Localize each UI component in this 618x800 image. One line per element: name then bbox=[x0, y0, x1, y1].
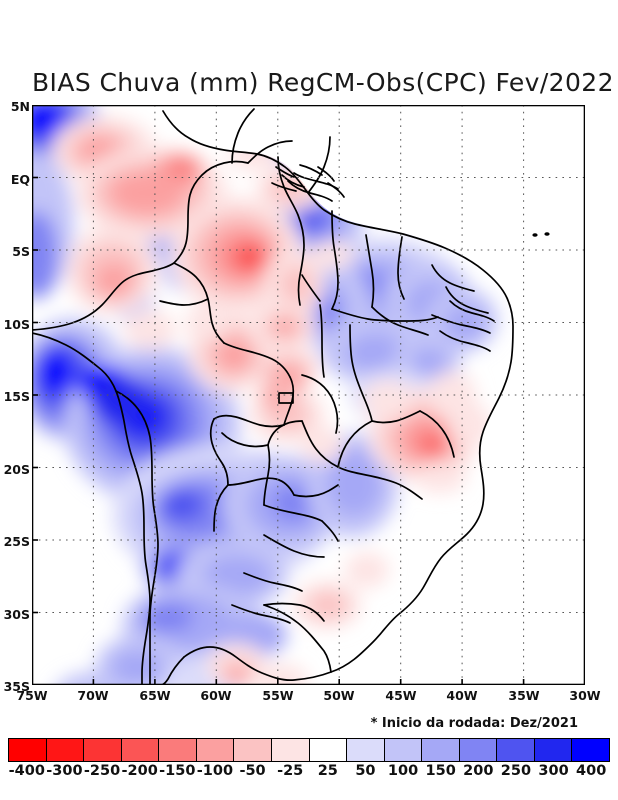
x-axis-label-45w: 45W bbox=[385, 688, 417, 703]
colorbar-cell-14 bbox=[534, 739, 573, 761]
colorbar-tick--200: -200 bbox=[121, 763, 158, 779]
ocean-mask bbox=[162, 105, 585, 685]
grid-lines bbox=[32, 105, 585, 685]
colorbar bbox=[8, 738, 610, 762]
colorbar-tick-labels: -400 -300 -250 -200 -150 -100 -50 -25 25 50 100 150… bbox=[8, 763, 610, 783]
island-markers bbox=[532, 232, 550, 237]
colorbar-cell-8 bbox=[309, 739, 348, 761]
colorbar-tick-400: 400 bbox=[576, 763, 607, 779]
colorbar-tick-150: 150 bbox=[425, 763, 456, 779]
y-axis-label-30s: 30S bbox=[3, 607, 30, 622]
colorbar-tick--150: -150 bbox=[159, 763, 196, 779]
colorbar-cell-3 bbox=[121, 739, 160, 761]
x-axis-label-75w: 75W bbox=[16, 688, 48, 703]
coastline-and-borders bbox=[32, 108, 514, 685]
colorbar-tick--300: -300 bbox=[46, 763, 83, 779]
x-axis-label-50w: 50W bbox=[323, 688, 355, 703]
y-axis-label-5n: 5N bbox=[10, 99, 30, 114]
run-start-note: * Inicio da rodada: Dez/2021 bbox=[370, 716, 578, 731]
bias-map-svg bbox=[32, 105, 585, 685]
x-axis-label-70w: 70W bbox=[77, 688, 109, 703]
colorbar-cell-11 bbox=[422, 739, 460, 761]
colorbar-cell-15 bbox=[572, 739, 609, 761]
colorbar-tick-100: 100 bbox=[387, 763, 419, 779]
colorbar-cell-13 bbox=[497, 739, 535, 761]
colorbar-cell-6 bbox=[234, 739, 272, 761]
colorbar-cell-0 bbox=[9, 739, 47, 761]
x-axis-label-30w: 30W bbox=[569, 688, 601, 703]
x-axis-label-35w: 35W bbox=[508, 688, 540, 703]
colorbar-cell-1 bbox=[46, 739, 85, 761]
colorbar-cell-5 bbox=[196, 739, 235, 761]
y-axis-label-15s: 15S bbox=[3, 389, 30, 404]
colorbar-tick--250: -250 bbox=[83, 763, 121, 779]
field-layer bbox=[32, 105, 585, 685]
map-plot bbox=[32, 105, 585, 685]
colorbar-cells bbox=[8, 738, 610, 762]
colorbar-tick--25: -25 bbox=[277, 763, 304, 779]
colorbar-cell-10 bbox=[384, 739, 423, 761]
y-axis-label-10s: 10S bbox=[3, 317, 30, 332]
colorbar-cell-9 bbox=[347, 739, 385, 761]
page-title: BIAS Chuva (mm) RegCM-Obs(CPC) Fev/2022 bbox=[32, 68, 614, 97]
colorbar-cell-2 bbox=[84, 739, 122, 761]
plot-frame bbox=[32, 105, 585, 685]
y-axis-label-5s: 5S bbox=[12, 244, 30, 259]
colorbar-cell-12 bbox=[459, 739, 498, 761]
x-axis-label-65w: 65W bbox=[139, 688, 171, 703]
x-axis-label-55w: 55W bbox=[262, 688, 294, 703]
y-axis-label-25s: 25S bbox=[3, 534, 30, 549]
colorbar-cell-7 bbox=[271, 739, 310, 761]
colorbar-tick-50: 50 bbox=[355, 763, 376, 779]
colorbar-tick-300: 300 bbox=[538, 763, 569, 779]
colorbar-tick-250: 250 bbox=[500, 763, 532, 779]
x-axis-label-40w: 40W bbox=[446, 688, 478, 703]
colorbar-tick--50: -50 bbox=[239, 763, 266, 779]
x-axis-label-60w: 60W bbox=[200, 688, 232, 703]
colorbar-tick-25: 25 bbox=[317, 763, 338, 779]
colorbar-tick--400: -400 bbox=[8, 763, 45, 779]
y-axis-label-20s: 20S bbox=[3, 462, 30, 477]
y-axis-label-eq: EQ bbox=[10, 172, 30, 187]
colorbar-tick-200: 200 bbox=[463, 763, 494, 779]
colorbar-tick--100: -100 bbox=[196, 763, 234, 779]
y-axis-label-35s: 35S bbox=[3, 679, 30, 694]
colorbar-cell-4 bbox=[159, 739, 197, 761]
